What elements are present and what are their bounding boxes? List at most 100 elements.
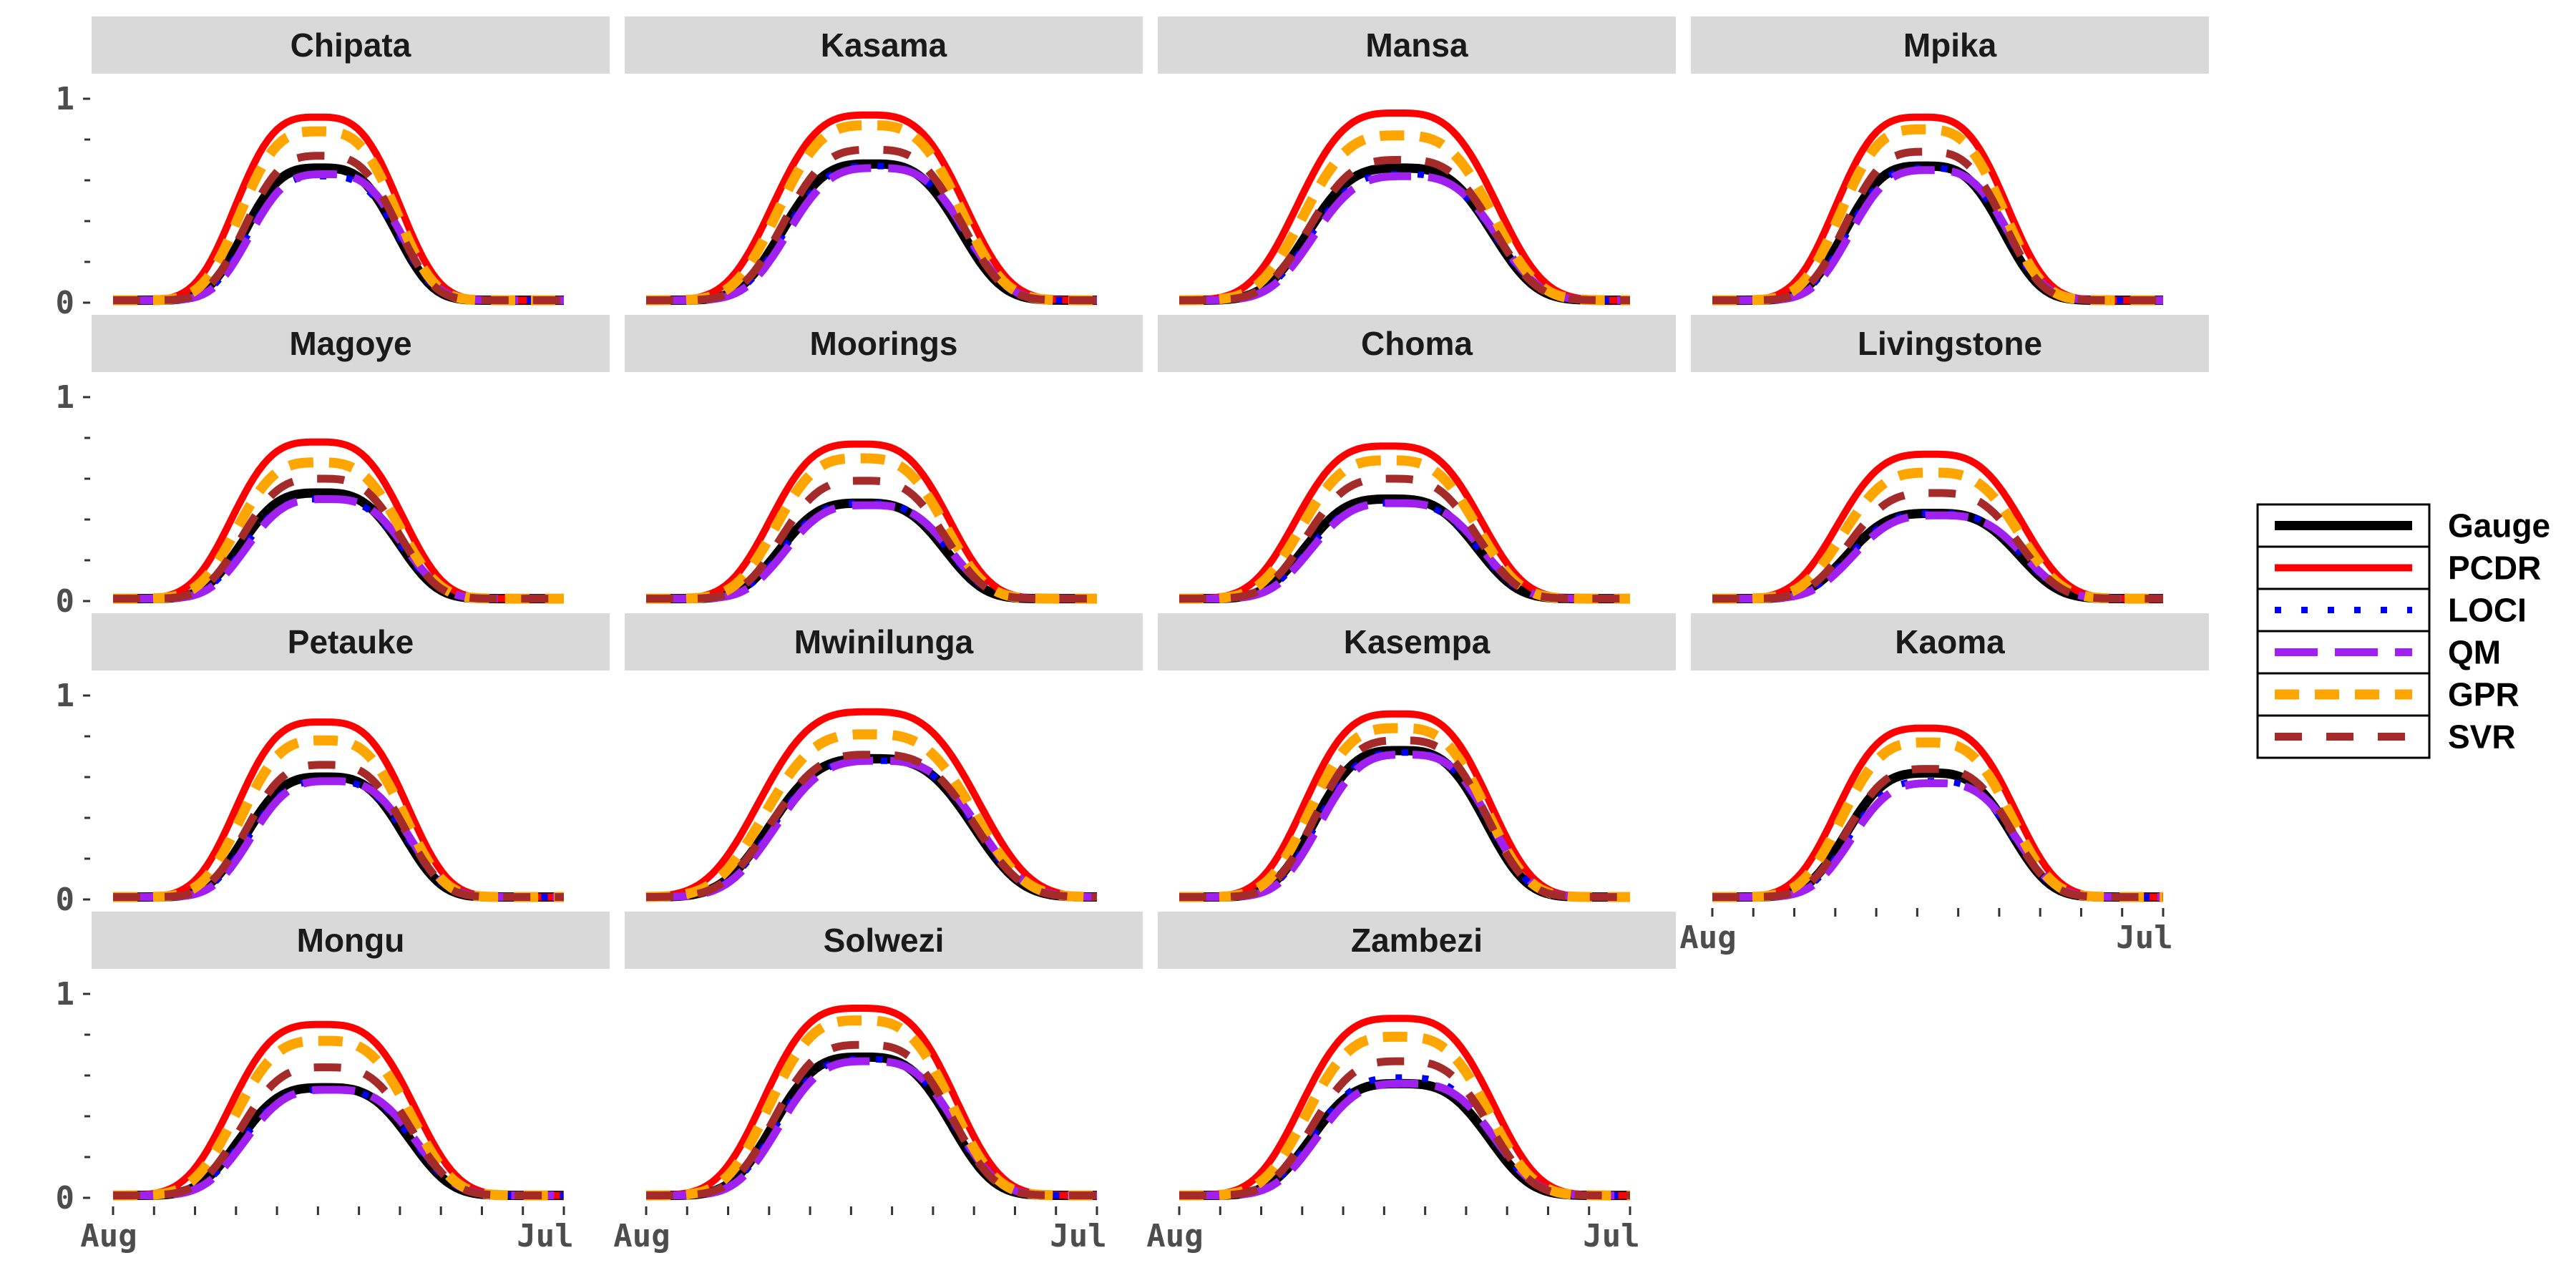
series-line-qm <box>1179 1079 1630 1200</box>
strip-background <box>92 613 610 670</box>
panel-kasempa: Kasempa <box>1158 613 1676 902</box>
legend-label: Gauge <box>2448 507 2550 545</box>
panel-moorings: Moorings <box>625 315 1143 604</box>
panel-magoye: Magoye 1 0 <box>56 315 610 620</box>
series-line-gpr <box>1712 124 2164 306</box>
series-line-gauge <box>113 163 564 306</box>
series-line-qm <box>646 1057 1097 1200</box>
series-line-pcdr <box>1179 442 1630 602</box>
series-line-qm <box>1712 779 2163 902</box>
legend-entry-gauge: Gauge <box>2256 503 2550 548</box>
series-line-gpr <box>112 735 565 902</box>
strip-background <box>92 912 610 969</box>
legend-entry-svr: SVR <box>2256 714 2516 759</box>
series-line-svr <box>646 751 1097 901</box>
series-line-gauge <box>646 159 1097 306</box>
series-line-svr <box>113 152 564 305</box>
panel-zambezi: Zambezi Aug Jul <box>1146 912 1676 1254</box>
strip-background <box>92 315 610 372</box>
y-tick-label: 1 <box>56 976 75 1013</box>
series-line-qm <box>113 495 564 603</box>
panel-mpika: Mpika <box>1691 16 2209 306</box>
series-line-loci <box>646 499 1097 602</box>
panel-title: Mwinilunga <box>794 623 974 660</box>
series-line-gpr <box>645 1015 1098 1201</box>
legend-label: GPR <box>2448 676 2519 713</box>
panel-chipata: Chipata 1 0 <box>56 16 610 321</box>
legend-entry-pcdr: PCDR <box>2256 545 2541 590</box>
panel-title: Chipata <box>291 26 411 64</box>
panel-mwinilunga: Mwinilunga <box>625 613 1143 902</box>
panel-choma: Choma <box>1158 315 1676 604</box>
series-line-gauge <box>1712 161 2163 306</box>
x-tick-label: Aug <box>1679 919 1736 956</box>
series-line-pcdr <box>113 113 564 304</box>
strip-background <box>1158 912 1676 969</box>
panel-title: Mansa <box>1365 26 1468 64</box>
panel-kasama: Kasama <box>625 16 1143 306</box>
panel-title: Solwezi <box>824 922 945 959</box>
panel-mansa: Mansa <box>1158 16 1676 306</box>
series-line-svr <box>646 477 1097 603</box>
strip-background <box>625 613 1143 670</box>
series-line-loci <box>1712 778 2163 901</box>
series-line-gauge <box>1712 768 2163 902</box>
panel-title: Mpika <box>1903 26 1997 64</box>
series-line-gauge <box>1179 1078 1630 1201</box>
series-line-loci <box>1712 165 2163 304</box>
series-line-qm <box>1179 751 1630 902</box>
strip-background <box>1158 613 1676 670</box>
x-tick-label: Aug <box>613 1218 670 1254</box>
series-line-pcdr <box>1179 710 1630 901</box>
legend-entry-loci: LOCI <box>2256 587 2527 633</box>
series-line-loci <box>1179 749 1630 901</box>
series-line-pcdr <box>1712 724 2163 901</box>
series-line-svr <box>113 761 564 902</box>
strip-background <box>625 16 1143 74</box>
series-line-gpr <box>112 126 565 306</box>
panel-title: Kasempa <box>1344 623 1491 660</box>
legend-label: LOCI <box>2448 592 2527 629</box>
series-line-svr <box>1712 765 2163 902</box>
series-line-pcdr <box>646 1005 1097 1199</box>
legend: Gauge PCDR LOCI QM GPR SVR <box>2256 503 2550 759</box>
legend-label: QM <box>2448 634 2501 671</box>
y-tick-label: 1 <box>56 379 75 416</box>
series-line-qm <box>1712 166 2163 305</box>
series-line-pcdr <box>1179 1015 1630 1199</box>
panel-title: Moorings <box>810 325 958 362</box>
legend-key-box <box>2256 587 2431 633</box>
strip-background <box>1691 315 2209 372</box>
panel-solwezi: Solwezi Aug Jul <box>613 912 1143 1254</box>
series-line-loci <box>1179 1074 1630 1199</box>
series-line-gpr <box>1712 467 2164 604</box>
series-line-pcdr <box>1179 109 1630 304</box>
series-line-loci <box>113 496 564 602</box>
series-line-pcdr <box>646 440 1097 602</box>
legend-label: PCDR <box>2448 550 2541 587</box>
panel-title: Livingstone <box>1858 325 2042 362</box>
series-line-gpr <box>645 120 1098 306</box>
series-line-svr <box>1179 736 1630 902</box>
series-line-qm <box>646 164 1097 305</box>
x-tick-label: Jul <box>1583 1218 1639 1254</box>
strip-background <box>1158 315 1676 372</box>
panel-title: Mongu <box>297 922 405 959</box>
strip-background <box>92 16 610 74</box>
series-line-gpr <box>1179 1031 1631 1201</box>
series-line-svr <box>646 145 1097 305</box>
facet-panels: Chipata 1 0 Kasama Mansa Mpika Magoye 1 0 Mooring… <box>56 16 2209 1254</box>
panel-title: Petauke <box>288 623 414 660</box>
series-line-gpr <box>1712 737 2164 902</box>
strip-background <box>625 315 1143 372</box>
y-tick-label: 0 <box>56 882 75 918</box>
series-line-gauge <box>113 488 564 604</box>
series-line-svr <box>1712 489 2163 603</box>
series-line-svr <box>1179 156 1630 305</box>
y-tick-label: 1 <box>56 678 75 714</box>
series-line-gauge <box>1179 746 1630 902</box>
series-line-qm <box>113 170 564 305</box>
series-line-gauge <box>646 498 1097 604</box>
